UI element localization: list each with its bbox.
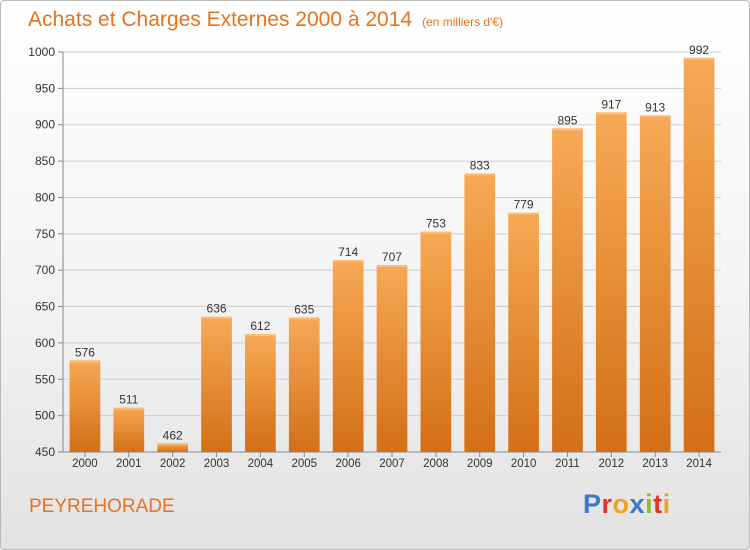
brand-letter: x [629,489,646,519]
data-label-2013: 913 [645,100,665,114]
data-label-2002: 462 [163,428,183,442]
x-tick-label: 2008 [423,458,449,470]
x-tick-label: 2003 [204,458,230,470]
x-tick-label: 2014 [686,458,712,470]
y-tick-label: 900 [35,118,55,132]
y-tick-label: 1000 [28,45,55,59]
bar-highlight-2014 [683,57,715,60]
y-tick-label: 800 [35,190,55,204]
bar-2007 [376,265,408,452]
brand-logo: Proxiti [583,489,671,520]
x-tick-label: 2002 [160,458,186,470]
data-label-2006: 714 [338,245,358,259]
bar-2003 [201,316,232,452]
bar-highlight-2007 [376,265,408,268]
x-tick-label: 2010 [511,458,537,470]
brand-letter: i [662,489,671,519]
y-tick-label: 600 [35,336,55,350]
chart-title-text: Achats et Charges Externes 2000 à 2014 [28,8,413,31]
data-labels: 576 511 462 636 612 635 714 707 753 833 779 895 917 9… [75,43,709,442]
bar-2013 [639,115,671,452]
bar-2014 [683,57,715,453]
y-tick-label: 750 [35,227,55,241]
data-label-2005: 635 [294,302,314,316]
bar-highlight-2006 [332,260,364,262]
chart-subtitle: (en milliers d'€) [422,15,504,29]
bar-highlight-2012 [595,112,627,115]
chart-title: Achats et Charges Externes 2000 à 2014 (e… [28,8,503,32]
bar-highlight-2005 [288,317,320,320]
location-label: PEYREHORADE [29,496,175,517]
y-tick-label: 700 [35,263,55,277]
bar-2004 [245,334,276,452]
data-label-2014: 992 [689,43,709,57]
axes: 450 500 550 600 650 700 750 800 850 900 950 1000 200… [28,45,721,470]
data-label-2001: 511 [119,393,138,407]
bar-highlight-2011 [552,128,583,131]
data-label-2009: 833 [470,158,490,172]
x-tick-label: 2006 [335,458,361,470]
brand-letter: i [645,489,654,519]
bar-2000 [69,360,101,452]
bar-highlight-2004 [245,334,276,337]
bar-highlight-2013 [639,115,671,118]
x-tick-label: 2011 [555,458,580,470]
bar-2008 [420,231,452,452]
data-label-2007: 707 [382,250,402,264]
bar-highlight-2002 [157,443,189,446]
data-label-2010: 779 [514,198,534,212]
brand-letter: t [653,489,663,519]
x-tick-label: 2013 [642,458,668,470]
bar-highlight-2000 [69,360,101,363]
y-tick-label: 950 [35,81,55,95]
bar-2012 [595,112,627,452]
bar-highlight-2010 [508,212,539,215]
bar-2009 [464,173,496,453]
bar-highlight-2009 [464,173,496,176]
y-tick-label: 850 [35,154,55,168]
x-tick-label: 2005 [291,458,317,470]
bar-2011 [552,128,583,452]
data-label-2003: 636 [207,302,227,316]
y-tick-label: 450 [35,445,55,459]
bar-2005 [288,317,320,452]
brand-letter: P [583,489,602,519]
bars [69,57,715,453]
bar-highlight-2008 [420,231,452,234]
data-label-2011: 895 [557,113,577,127]
data-label-2008: 753 [426,217,446,231]
brand-letter: o [612,489,630,519]
data-label-2000: 576 [75,345,95,359]
bar-2001 [113,407,145,452]
bar-2010 [508,212,539,452]
x-tick-label: 2000 [72,458,98,470]
bar-highlight-2001 [113,407,145,410]
x-tick-label: 2007 [379,458,405,470]
bar-2006 [332,260,364,452]
brand-letter: r [601,489,613,519]
bar-highlight-2003 [201,316,232,319]
y-tick-label: 550 [35,372,55,386]
data-label-2012: 917 [601,97,621,111]
bar-2002 [157,443,189,452]
y-tick-label: 500 [35,409,55,423]
x-tick-label: 2009 [467,458,493,470]
x-tick-label: 2012 [599,458,625,470]
data-label-2004: 612 [250,319,270,333]
y-tick-label: 650 [35,300,55,314]
x-tick-label: 2001 [116,458,142,470]
x-tick-label: 2004 [248,458,274,470]
